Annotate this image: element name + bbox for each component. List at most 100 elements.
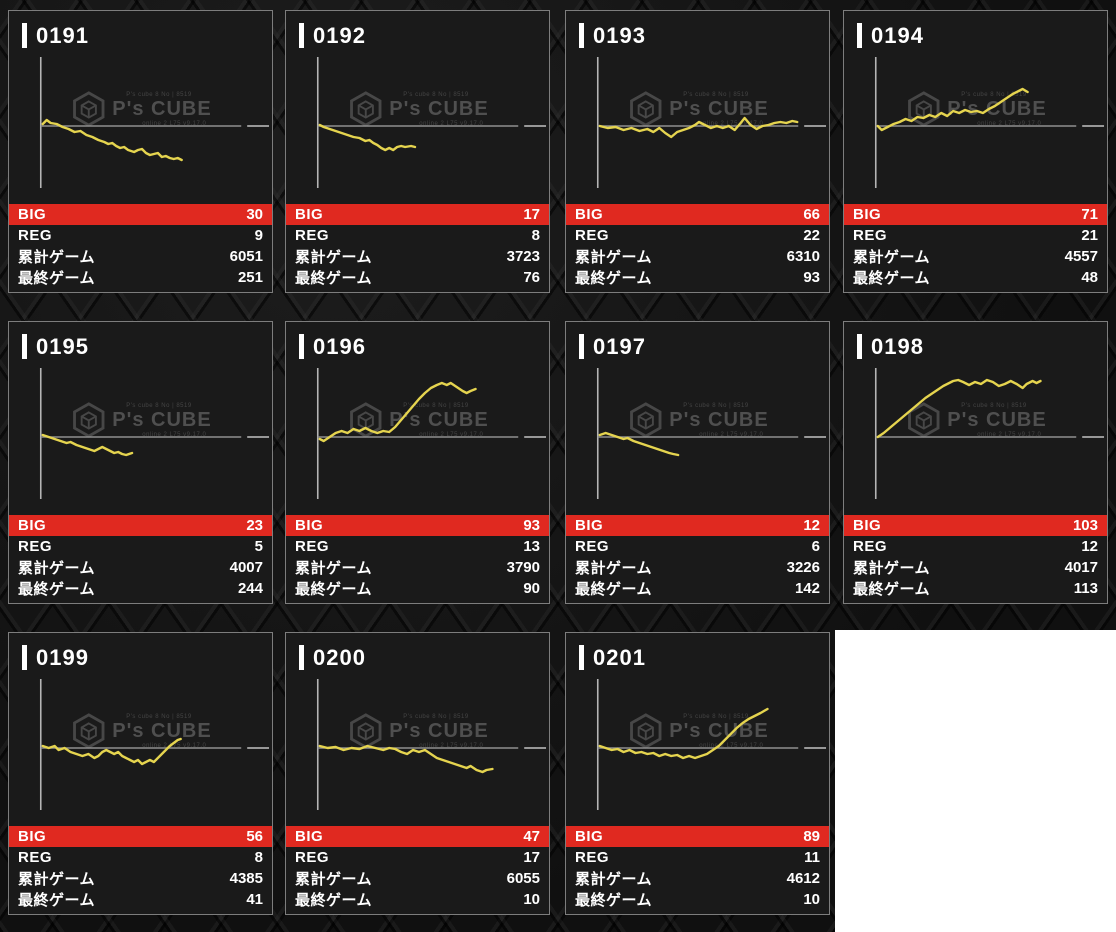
stats-table: BIG 23 REG 5 累計ゲーム 4007 最終ゲーム 244 bbox=[9, 515, 272, 599]
last-game-value: 76 bbox=[523, 269, 540, 286]
total-games-label: 累計ゲーム bbox=[853, 560, 931, 577]
graph-series-line bbox=[318, 381, 477, 443]
slump-graph: P's cube 8 No | 8519 P's CUBE online 2 L… bbox=[9, 54, 272, 191]
watermark-text-block: P's cube 8 No | 8519 P's CUBE online 2 L… bbox=[112, 403, 211, 438]
machine-number: 0198 bbox=[871, 333, 924, 359]
stat-row-total-games: 累計ゲーム 4385 bbox=[9, 868, 272, 889]
total-games-label: 累計ゲーム bbox=[18, 560, 96, 577]
total-games-value: 3723 bbox=[506, 248, 540, 265]
stat-row-reg: REG 5 bbox=[9, 536, 272, 557]
last-game-label: 最終ゲーム bbox=[295, 581, 373, 598]
stat-row-last-game: 最終ゲーム 93 bbox=[566, 267, 829, 288]
stat-row-big: BIG 56 bbox=[9, 826, 272, 847]
graph-canvas bbox=[39, 368, 270, 499]
reg-label: REG bbox=[575, 849, 610, 866]
watermark-text-block: P's cube 8 No | 8519 P's CUBE online 2 L… bbox=[389, 714, 488, 749]
ps-cube-hexagon-logo-icon bbox=[349, 91, 381, 127]
stats-table: BIG 71 REG 21 累計ゲーム 4557 最終ゲーム 48 bbox=[844, 204, 1107, 288]
big-label: BIG bbox=[853, 517, 882, 534]
header-accent-bar bbox=[579, 23, 584, 48]
machine-card[interactable]: 0200 P's cube 8 No | 8519 P's CUBE onlin… bbox=[285, 632, 550, 915]
card-header: 0196 bbox=[299, 333, 549, 360]
watermark-small-text-bottom: online 2 L75 v9.17.0 bbox=[977, 431, 1042, 438]
reg-value: 12 bbox=[1081, 538, 1098, 555]
ps-cube-watermark: P's cube 8 No | 8519 P's CUBE online 2 L… bbox=[346, 401, 488, 439]
ps-cube-watermark: P's cube 8 No | 8519 P's CUBE online 2 L… bbox=[904, 401, 1046, 439]
big-value: 56 bbox=[246, 828, 263, 845]
stats-table: BIG 93 REG 13 累計ゲーム 3790 最終ゲーム 90 bbox=[286, 515, 549, 599]
watermark-brand-text: P's CUBE bbox=[112, 719, 212, 742]
reg-value: 8 bbox=[254, 849, 263, 866]
graph-series-line bbox=[598, 116, 799, 139]
stat-row-big: BIG 71 bbox=[844, 204, 1107, 225]
watermark-small-text-top: P's cube 8 No | 8519 bbox=[403, 713, 469, 720]
slump-graph: P's cube 8 No | 8519 P's CUBE online 2 L… bbox=[844, 365, 1107, 502]
total-games-label: 累計ゲーム bbox=[575, 871, 653, 888]
last-game-label: 最終ゲーム bbox=[853, 270, 931, 287]
machine-card[interactable]: 0193 P's cube 8 No | 8519 P's CUBE onlin… bbox=[565, 10, 830, 293]
big-value: 47 bbox=[523, 828, 540, 845]
graph-canvas bbox=[596, 57, 827, 188]
stat-row-big: BIG 30 bbox=[9, 204, 272, 225]
watermark-text-block: P's cube 8 No | 8519 P's CUBE online 2 L… bbox=[947, 92, 1046, 127]
stat-row-big: BIG 17 bbox=[286, 204, 549, 225]
last-game-label: 最終ゲーム bbox=[295, 270, 373, 287]
graph-canvas bbox=[596, 679, 827, 810]
watermark-small-text-top: P's cube 8 No | 8519 bbox=[961, 91, 1027, 98]
stat-row-last-game: 最終ゲーム 10 bbox=[286, 889, 549, 910]
watermark-small-text-bottom: online 2 L75 v9.17.0 bbox=[699, 742, 764, 749]
watermark-small-text-top: P's cube 8 No | 8519 bbox=[683, 402, 749, 409]
reg-value: 13 bbox=[523, 538, 540, 555]
reg-value: 22 bbox=[803, 227, 820, 244]
watermark-text-block: P's cube 8 No | 8519 P's CUBE online 2 L… bbox=[389, 92, 488, 127]
header-accent-bar bbox=[299, 23, 304, 48]
watermark-brand-text: P's CUBE bbox=[669, 408, 769, 431]
card-header: 0200 bbox=[299, 644, 549, 671]
total-games-value: 6051 bbox=[229, 248, 263, 265]
big-value: 12 bbox=[803, 517, 820, 534]
graph-series-line bbox=[41, 737, 182, 766]
machine-number: 0191 bbox=[36, 22, 89, 48]
machine-card[interactable]: 0197 P's cube 8 No | 8519 P's CUBE onlin… bbox=[565, 321, 830, 604]
graph-canvas bbox=[596, 368, 827, 499]
machine-card[interactable]: 0196 P's cube 8 No | 8519 P's CUBE onlin… bbox=[285, 321, 550, 604]
ps-cube-hexagon-logo-icon bbox=[629, 402, 661, 438]
watermark-brand-text: P's CUBE bbox=[389, 408, 489, 431]
ps-cube-hexagon-logo-icon bbox=[72, 91, 104, 127]
big-value: 66 bbox=[803, 206, 820, 223]
big-label: BIG bbox=[295, 206, 324, 223]
ps-cube-hexagon-logo-icon bbox=[72, 713, 104, 749]
machine-card[interactable]: 0194 P's cube 8 No | 8519 P's CUBE onlin… bbox=[843, 10, 1108, 293]
watermark-small-text-bottom: online 2 L75 v9.17.0 bbox=[419, 120, 484, 127]
header-accent-bar bbox=[579, 334, 584, 359]
total-games-label: 累計ゲーム bbox=[18, 871, 96, 888]
machine-card[interactable]: 0199 P's cube 8 No | 8519 P's CUBE onlin… bbox=[8, 632, 273, 915]
slump-graph: P's cube 8 No | 8519 P's CUBE online 2 L… bbox=[566, 365, 829, 502]
big-value: 71 bbox=[1081, 206, 1098, 223]
reg-value: 21 bbox=[1081, 227, 1098, 244]
last-game-label: 最終ゲーム bbox=[295, 892, 373, 909]
machine-card[interactable]: 0201 P's cube 8 No | 8519 P's CUBE onlin… bbox=[565, 632, 830, 915]
machine-number: 0194 bbox=[871, 22, 924, 48]
big-label: BIG bbox=[853, 206, 882, 223]
total-games-label: 累計ゲーム bbox=[18, 249, 96, 266]
empty-area bbox=[835, 630, 1116, 932]
big-value: 103 bbox=[1072, 517, 1098, 534]
stat-row-reg: REG 13 bbox=[286, 536, 549, 557]
watermark-small-text-bottom: online 2 L75 v9.17.0 bbox=[419, 431, 484, 438]
machine-card[interactable]: 0191 P's cube 8 No | 8519 P's CUBE onlin… bbox=[8, 10, 273, 293]
big-value: 93 bbox=[523, 517, 540, 534]
ps-cube-hexagon-logo-icon bbox=[72, 402, 104, 438]
graph-series-line bbox=[318, 123, 417, 152]
machine-card[interactable]: 0192 P's cube 8 No | 8519 P's CUBE onlin… bbox=[285, 10, 550, 293]
header-accent-bar bbox=[299, 645, 304, 670]
total-games-value: 4385 bbox=[229, 870, 263, 887]
watermark-brand-text: P's CUBE bbox=[947, 97, 1047, 120]
machine-card[interactable]: 0195 P's cube 8 No | 8519 P's CUBE onlin… bbox=[8, 321, 273, 604]
last-game-value: 113 bbox=[1073, 580, 1098, 597]
machine-card[interactable]: 0198 P's cube 8 No | 8519 P's CUBE onlin… bbox=[843, 321, 1108, 604]
total-games-value: 3226 bbox=[786, 559, 820, 576]
stat-row-big: BIG 89 bbox=[566, 826, 829, 847]
last-game-label: 最終ゲーム bbox=[853, 581, 931, 598]
stat-row-big: BIG 47 bbox=[286, 826, 549, 847]
